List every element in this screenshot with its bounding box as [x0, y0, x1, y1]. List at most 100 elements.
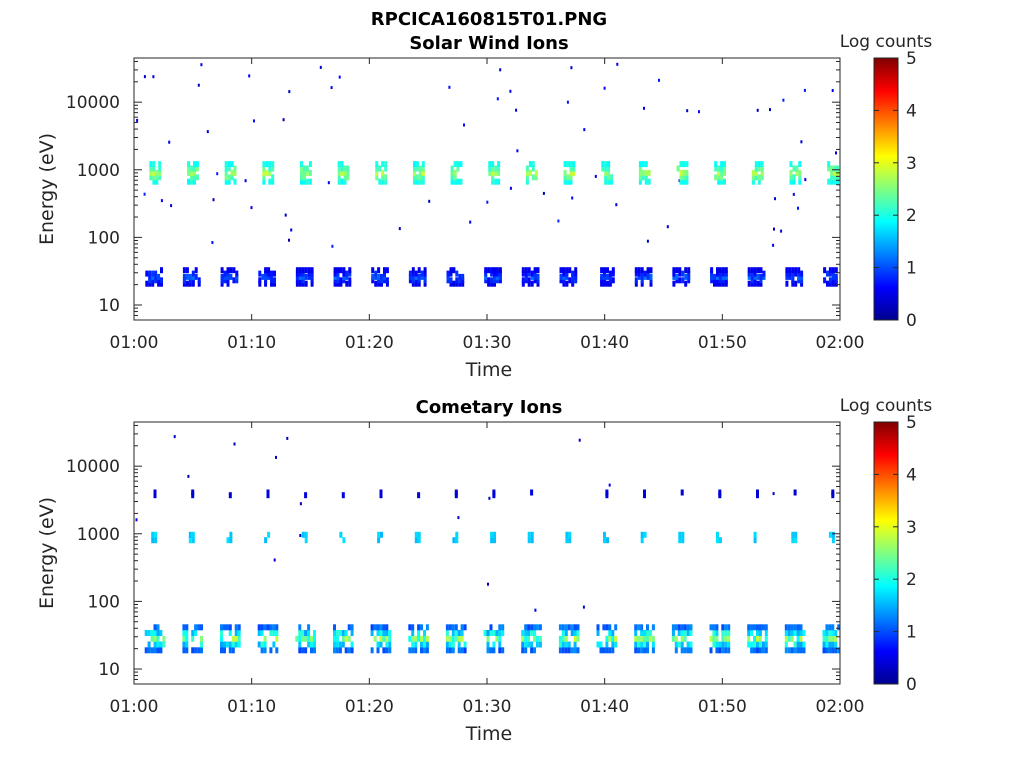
heatmap-cell: [498, 647, 502, 654]
heatmap-cell: [796, 647, 800, 654]
heatmap-cell: [493, 270, 496, 277]
heatmap-cell: [831, 270, 835, 277]
heatmap-cell: [190, 165, 193, 172]
heatmap-cell: [793, 647, 797, 654]
heatmap-cell: [758, 630, 762, 636]
x-tick-label: 01:20: [345, 333, 394, 353]
heatmap-cell: [220, 635, 223, 642]
heatmap-cell: [521, 641, 525, 648]
heatmap-cell: [253, 119, 255, 123]
heatmap-cell: [830, 165, 834, 172]
heatmap-cell: [168, 140, 171, 144]
heatmap-cell: [370, 647, 374, 654]
heatmap-cell: [683, 647, 687, 654]
heatmap-cell: [492, 641, 496, 648]
heatmap-cell: [151, 280, 155, 287]
heatmap-cell: [573, 630, 577, 636]
heatmap-cell: [229, 531, 233, 538]
heatmap-cell: [509, 89, 512, 93]
heatmap-cell: [521, 277, 525, 284]
heatmap-cell: [313, 641, 316, 648]
heatmap-cell: [460, 630, 464, 636]
x-axis-label: Time: [465, 723, 513, 745]
heatmap-cell: [564, 641, 568, 648]
heatmap-cell: [611, 277, 615, 284]
heatmap-cell: [798, 161, 802, 168]
colorbar-tick-label: 2: [906, 570, 917, 590]
heatmap-cell: [187, 474, 190, 478]
heatmap-cell: [565, 537, 569, 544]
heatmap-cell: [421, 165, 425, 172]
heatmap-cell: [195, 161, 199, 168]
heatmap-cell: [270, 277, 273, 284]
heatmap-cell: [417, 280, 421, 287]
heatmap-cell: [197, 624, 201, 631]
heatmap-cell: [384, 178, 388, 185]
heatmap-cell: [491, 174, 495, 181]
heatmap-cell: [710, 273, 714, 280]
heatmap-cell: [414, 270, 418, 277]
heatmap-cell: [524, 277, 528, 284]
heatmap-cell: [799, 635, 803, 642]
heatmap-cell: [685, 169, 689, 176]
heatmap-cell: [603, 267, 606, 274]
heatmap-cell: [382, 647, 386, 654]
heatmap-cell: [298, 270, 302, 277]
heatmap-cell: [411, 270, 415, 277]
heatmap-cell: [827, 178, 831, 185]
heatmap-cell: [498, 277, 502, 284]
heatmap-cell: [527, 280, 531, 287]
heatmap-cell: [800, 273, 804, 280]
heatmap-cell: [573, 641, 577, 648]
heatmap-cell: [795, 165, 799, 172]
heatmap-cell: [724, 647, 728, 654]
heatmap-cell: [451, 635, 455, 642]
heatmap-cell: [757, 165, 761, 172]
heatmap-cell: [423, 641, 426, 648]
heatmap-cell: [724, 280, 728, 287]
heatmap-cell: [758, 641, 762, 648]
heatmap-cell: [340, 178, 344, 185]
heatmap-cell: [720, 178, 724, 185]
heatmap-cell: [155, 178, 159, 185]
heatmap-cell: [162, 641, 166, 648]
heatmap-cell: [750, 270, 754, 277]
heatmap-cell: [344, 635, 348, 642]
heatmap-cell: [263, 641, 267, 648]
heatmap-cell: [568, 531, 572, 538]
heatmap-cell: [567, 641, 571, 648]
heatmap-cell: [562, 267, 566, 274]
heatmap-cell: [791, 277, 795, 284]
heatmap-cell: [562, 280, 566, 287]
heatmap-cell: [759, 267, 763, 274]
heatmap-cell: [159, 641, 163, 648]
heatmap-cell: [834, 267, 838, 274]
heatmap-cell: [191, 273, 195, 280]
heatmap-cell: [716, 277, 719, 284]
heatmap-cell: [220, 277, 224, 284]
heatmap-cell: [224, 178, 228, 185]
heatmap-cell: [605, 647, 609, 654]
heatmap-cell: [827, 161, 831, 168]
heatmap-cell: [182, 280, 186, 287]
heatmap-cell: [273, 270, 276, 277]
heatmap-cell: [602, 647, 606, 654]
heatmap-cell: [220, 624, 223, 631]
heatmap-cell: [333, 635, 336, 642]
heatmap-cell: [634, 270, 638, 277]
heatmap-cell: [799, 641, 803, 648]
heatmap-cell: [634, 647, 638, 654]
heatmap-cell: [796, 630, 800, 636]
heatmap-cell: [751, 178, 755, 185]
heatmap-cell: [197, 277, 201, 284]
heatmap-cell: [834, 635, 838, 642]
heatmap-cell: [686, 630, 690, 636]
heatmap-cell: [611, 630, 615, 636]
heatmap-cell: [152, 161, 156, 168]
heatmap-cell: [460, 635, 464, 642]
heatmap-cell: [303, 174, 306, 181]
heatmap-cell: [524, 270, 528, 277]
heatmap-cell: [333, 273, 337, 280]
heatmap-cell: [449, 280, 453, 287]
heatmap-cell: [686, 647, 690, 654]
